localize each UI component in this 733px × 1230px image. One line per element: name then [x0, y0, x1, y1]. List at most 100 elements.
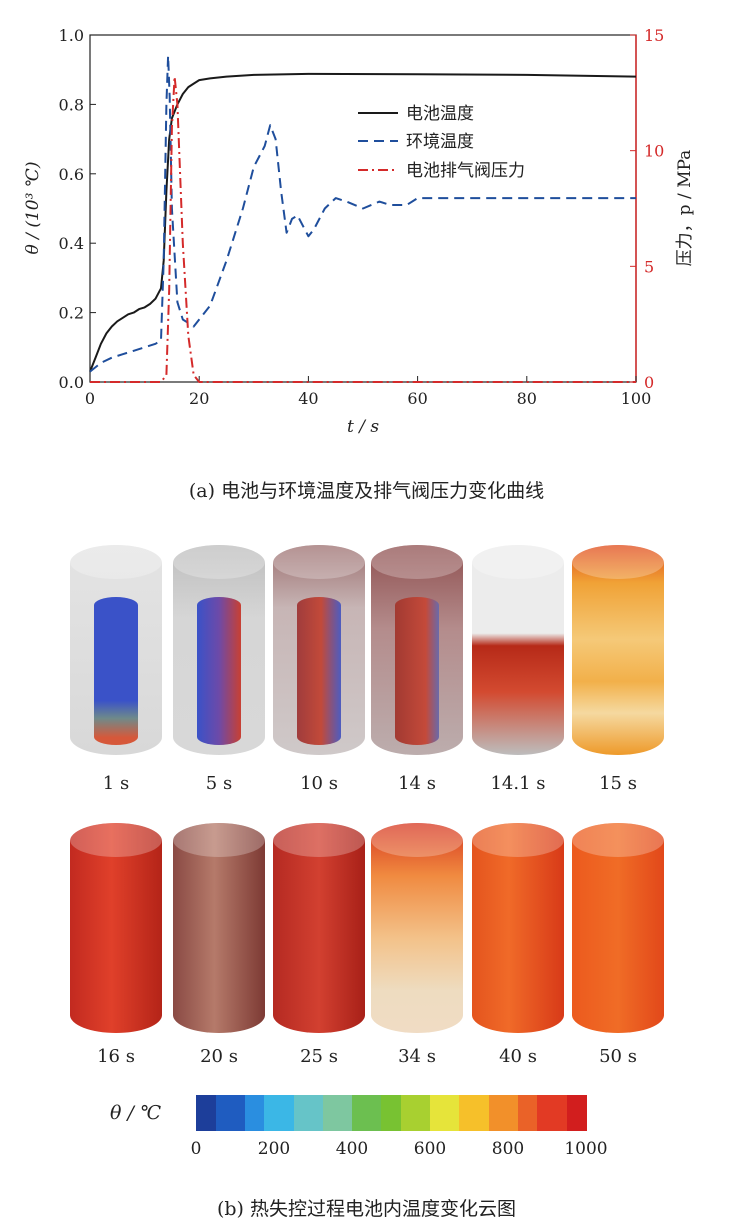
- colorbar-segment: [283, 1095, 294, 1131]
- contour-cylinder-r2-1: [70, 823, 162, 1033]
- contour-cylinder-r1-1: [70, 545, 162, 755]
- colorbar-segment: [313, 1095, 324, 1131]
- contour-time-label: 16 s: [97, 1046, 135, 1067]
- y-left-axis-label: θ / (10³ ℃): [23, 162, 43, 255]
- colorbar-segment: [430, 1095, 441, 1131]
- x-tick-label: 100: [621, 389, 652, 408]
- colorbar-tick-label: 1000: [564, 1139, 608, 1159]
- contour-time-label: 14.1 s: [490, 773, 546, 794]
- y-left-tick-label: 1.0: [59, 26, 84, 45]
- contour-cylinder-r2-2: [173, 823, 265, 1033]
- contour-cylinder-r2-5: [472, 823, 564, 1033]
- colorbar-segment: [517, 1095, 528, 1131]
- contour-cylinder-r1-2: [173, 545, 265, 755]
- series-ambient-temp: [89, 54, 636, 373]
- colorbar-segment: [254, 1095, 265, 1131]
- legend-label-vent-pressure: 电池排气阀压力: [406, 161, 525, 181]
- colorbar-segment: [205, 1095, 216, 1131]
- contour-cylinder-r1-5: [472, 545, 564, 755]
- contour-cylinder-r1-6: [572, 545, 664, 755]
- contour-time-label: 50 s: [599, 1046, 637, 1067]
- colorbar-segment: [420, 1095, 431, 1131]
- battery-core: [297, 597, 341, 745]
- colorbar-segment: [332, 1095, 343, 1131]
- colorbar-tick-label: 0: [190, 1139, 202, 1159]
- contour-cylinder-r1-3: [273, 545, 365, 755]
- y-left-tick-label: 0.0: [59, 373, 84, 392]
- colorbar-segment: [215, 1095, 226, 1131]
- colorbar-tick-label: 200: [257, 1139, 291, 1159]
- colorbar-segment: [488, 1095, 499, 1131]
- battery-core: [94, 597, 138, 745]
- colorbar-segment: [469, 1095, 480, 1131]
- line-chart: 0 20 40 60 80 100 0.0 0.2 0.4 0.6 0.8 1.0 0 5 10 15 θ /…: [23, 26, 695, 437]
- colorbar-segment: [498, 1095, 509, 1131]
- battery-core: [197, 597, 241, 745]
- contour-time-label: 10 s: [300, 773, 338, 794]
- caption-b: (b) 热失控过程电池内温度变化云图: [216, 1198, 517, 1220]
- colorbar-segment: [478, 1095, 489, 1131]
- caption-a: (a) 电池与环境温度及排气阀压力变化曲线: [188, 480, 545, 502]
- colorbar-segment: [439, 1095, 450, 1131]
- contour-time-label: 34 s: [398, 1046, 436, 1067]
- colorbar-segment: [508, 1095, 519, 1131]
- colorbar-segment: [381, 1095, 392, 1131]
- colorbar-segment: [537, 1095, 548, 1131]
- contour-cylinder-r2-6: [572, 823, 664, 1033]
- legend: 电池温度 环境温度 电池排气阀压力: [358, 104, 525, 181]
- contour-time-label: 20 s: [200, 1046, 238, 1067]
- x-tick-label: 80: [517, 389, 537, 408]
- y-left-tick-label: 0.8: [59, 95, 84, 114]
- colorbar-segment: [225, 1095, 236, 1131]
- series-vent-pressure: [90, 75, 636, 383]
- y-right-tick-label: 15: [644, 26, 664, 45]
- y-right-tick-label: 0: [644, 373, 654, 392]
- x-tick-label: 40: [298, 389, 318, 408]
- contour-cylinder-r1-4: [371, 545, 463, 755]
- colorbar-segment: [400, 1095, 411, 1131]
- colorbar-segment: [235, 1095, 246, 1131]
- x-tick-label: 0: [85, 389, 95, 408]
- colorbar-segment: [274, 1095, 285, 1131]
- colorbar-tick-label: 400: [335, 1139, 369, 1159]
- colorbar-segment: [527, 1095, 538, 1131]
- y-left-tick-label: 0.6: [59, 165, 84, 184]
- colorbar-segment: [459, 1095, 470, 1131]
- colorbar-segment: [410, 1095, 421, 1131]
- colorbar-segment: [371, 1095, 382, 1131]
- y-right-tick-label: 10: [644, 142, 664, 161]
- contour-cylinder-r2-3: [273, 823, 365, 1033]
- colorbar-title: θ / ℃: [110, 1102, 162, 1124]
- colorbar: [196, 1095, 587, 1131]
- colorbar-segment: [566, 1095, 577, 1131]
- colorbar-segment: [361, 1095, 372, 1131]
- colorbar-segment: [293, 1095, 304, 1131]
- colorbar-segment: [576, 1095, 587, 1131]
- contour-time-label: 5 s: [205, 773, 233, 794]
- x-tick-label: 60: [407, 389, 427, 408]
- y-right-tick-label: 5: [644, 257, 654, 276]
- colorbar-segment: [547, 1095, 558, 1131]
- contour-cylinder-r2-4: [371, 823, 463, 1033]
- colorbar-tick-label: 600: [413, 1139, 447, 1159]
- y-left-tick-label: 0.4: [59, 234, 84, 253]
- contour-time-label: 15 s: [599, 773, 637, 794]
- colorbar-segment: [449, 1095, 460, 1131]
- colorbar-segment: [342, 1095, 353, 1131]
- x-axis-label: t / s: [347, 417, 379, 437]
- legend-label-ambient-temp: 环境温度: [406, 132, 474, 152]
- contour-time-label: 14 s: [398, 773, 436, 794]
- battery-core: [395, 597, 439, 745]
- colorbar-segment: [556, 1095, 567, 1131]
- colorbar-tick-label: 800: [491, 1139, 525, 1159]
- y-left-tick-label: 0.2: [59, 304, 84, 323]
- colorbar-segment: [264, 1095, 275, 1131]
- colorbar-segment: [196, 1095, 207, 1131]
- colorbar-segment: [322, 1095, 333, 1131]
- colorbar-segment: [352, 1095, 363, 1131]
- legend-label-battery-temp: 电池温度: [406, 104, 474, 124]
- colorbar-segment: [303, 1095, 314, 1131]
- colorbar-segment: [391, 1095, 402, 1131]
- y-right-axis-label: 压力，p / MPa: [675, 150, 695, 267]
- colorbar-segment: [244, 1095, 255, 1131]
